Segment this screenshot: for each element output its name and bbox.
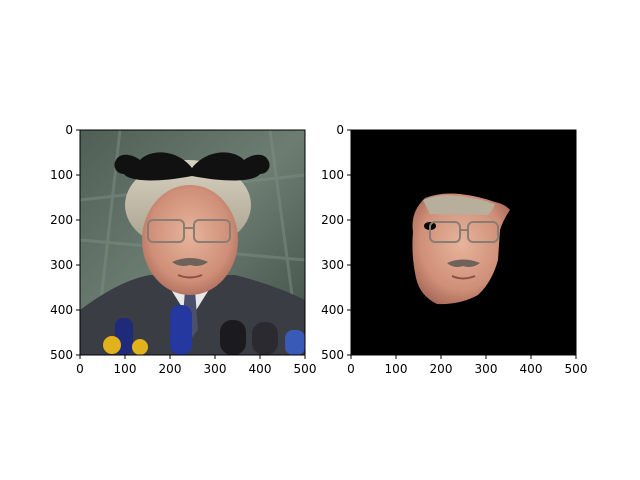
right-axes-frame [350,129,577,356]
right-y-ticks: 0 100 200 300 400 500 [321,123,351,362]
right-x-tick-label: 400 [520,362,543,376]
right-x-ticks: 0 100 200 300 400 500 [347,355,587,376]
left-y-tick-label: 100 [50,168,73,182]
left-y-tick-label: 300 [50,258,73,272]
right-y-tick-label: 400 [321,303,344,317]
left-axes-frame [79,129,306,356]
right-x-tick-label: 300 [475,362,498,376]
original-photo [80,130,305,355]
left-y-ticks: 0 100 200 300 400 500 [50,123,80,362]
right-y-tick-label: 500 [321,348,344,362]
right-x-tick-label: 200 [430,362,453,376]
right-y-tick-label: 100 [321,168,344,182]
right-y-tick-label: 0 [336,123,344,137]
left-x-tick-label: 100 [114,362,137,376]
left-image-axes: 0 100 200 300 400 500 0 100 200 300 400 500 [50,123,316,376]
left-x-tick-label: 500 [294,362,317,376]
right-y-tick-label: 200 [321,213,344,227]
left-y-tick-label: 400 [50,303,73,317]
left-x-tick-label: 0 [76,362,84,376]
left-y-tick-label: 200 [50,213,73,227]
right-x-tick-label: 0 [347,362,355,376]
left-y-tick-label: 500 [50,348,73,362]
right-x-tick-label: 100 [385,362,408,376]
right-y-tick-label: 300 [321,258,344,272]
mustache-overlay [114,152,270,181]
left-x-ticks: 0 100 200 300 400 500 [76,355,316,376]
segmented-face [351,130,576,355]
right-x-tick-label: 500 [565,362,588,376]
left-x-tick-label: 400 [249,362,272,376]
left-x-tick-label: 300 [204,362,227,376]
left-x-tick-label: 200 [159,362,182,376]
left-y-tick-label: 0 [65,123,73,137]
right-image-axes: 0 100 200 300 400 500 0 100 200 300 400 500 [321,123,587,376]
